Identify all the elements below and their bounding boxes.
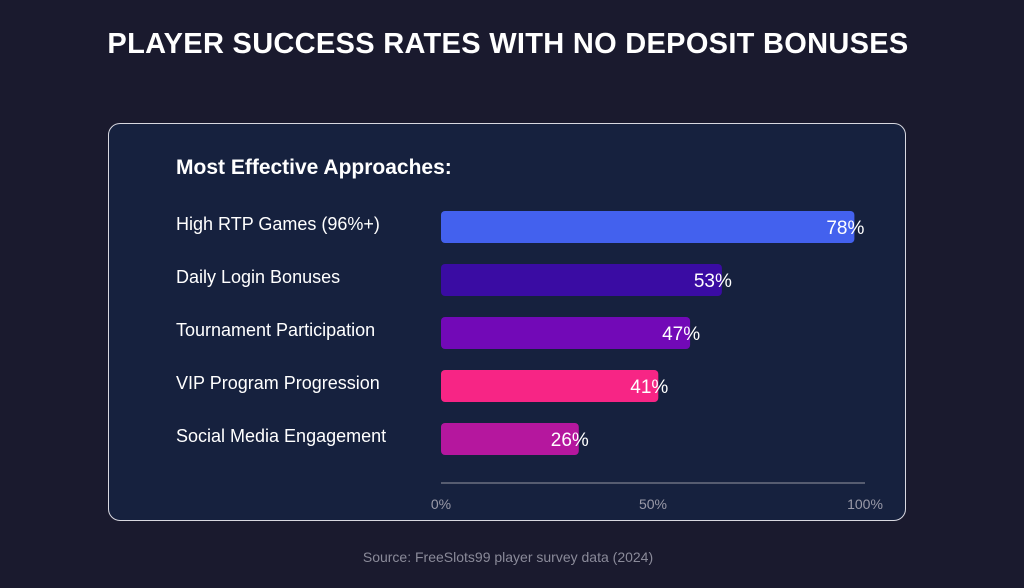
x-tick-label-50-percent: 50% xyxy=(639,496,667,512)
chart-subtitle: Most Effective Approaches: xyxy=(176,156,452,179)
bar-social-media-engagement xyxy=(441,423,579,455)
category-label-daily-login-bonuses: Daily Login Bonuses xyxy=(176,267,340,287)
value-label-high-rtp-games-96: 78% xyxy=(826,218,864,239)
x-tick-label-0-percent: 0% xyxy=(431,496,451,512)
category-label-vip-program-progression: VIP Program Progression xyxy=(176,373,380,393)
bar-high-rtp-games-96 xyxy=(441,211,855,243)
category-label-high-rtp-games-96: High RTP Games (96%+) xyxy=(176,214,380,234)
value-label-daily-login-bonuses: 53% xyxy=(694,271,732,292)
bar-daily-login-bonuses xyxy=(441,264,722,296)
value-label-vip-program-progression: 41% xyxy=(630,377,668,398)
x-tick-label-100-percent: 100% xyxy=(847,496,883,512)
source-note: Source: FreeSlots99 player survey data (… xyxy=(362,549,654,565)
chart-title: PLAYER SUCCESS RATES WITH NO DEPOSIT BON… xyxy=(107,28,909,60)
category-label-social-media-engagement: Social Media Engagement xyxy=(176,426,386,446)
bar-vip-program-progression xyxy=(441,370,659,402)
bar-tournament-participation xyxy=(441,317,691,349)
category-label-tournament-participation: Tournament Participation xyxy=(176,320,375,340)
value-label-tournament-participation: 47% xyxy=(662,324,700,345)
value-label-social-media-engagement: 26% xyxy=(551,430,589,451)
